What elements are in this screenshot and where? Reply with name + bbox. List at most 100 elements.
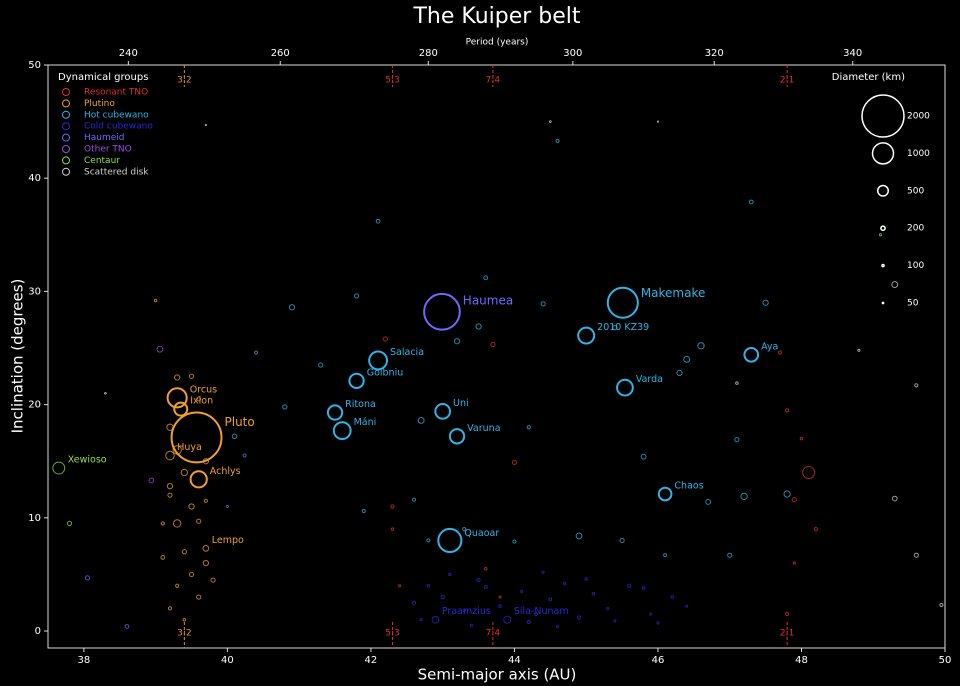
- point: [616, 378, 634, 397]
- point: [606, 606, 610, 610]
- point: [231, 433, 238, 440]
- point: [791, 497, 797, 503]
- point: [382, 336, 388, 342]
- x2-tick-label: 320: [705, 48, 724, 59]
- point: [181, 549, 187, 555]
- x2-tick-label: 340: [843, 48, 862, 59]
- point-label: Goibniu: [367, 367, 404, 378]
- point: [390, 527, 395, 531]
- point: [148, 477, 155, 484]
- chart-title: The Kuiper belt: [412, 4, 580, 29]
- x-tick-label: 38: [78, 655, 91, 666]
- size-legend-marker: [880, 225, 886, 232]
- point: [318, 362, 324, 368]
- point-label: Varda: [636, 374, 663, 385]
- point: [670, 595, 675, 599]
- point: [188, 373, 195, 379]
- point: [548, 120, 552, 123]
- point: [799, 436, 804, 441]
- point: [434, 403, 452, 420]
- point: [914, 383, 919, 388]
- point: [490, 342, 496, 348]
- point: [762, 299, 769, 306]
- point: [167, 606, 173, 611]
- resonance-label: 2:1: [780, 629, 794, 639]
- point: [210, 577, 216, 583]
- point: [735, 381, 739, 385]
- point: [540, 301, 546, 307]
- point: [189, 470, 208, 489]
- point: [417, 417, 425, 424]
- point-label: Huya: [177, 442, 202, 453]
- point: [203, 498, 208, 503]
- x2-tick-label: 280: [419, 48, 438, 59]
- point-label: Salacia: [390, 347, 424, 358]
- y-tick-label: 50: [28, 60, 41, 71]
- point: [697, 342, 705, 350]
- legend-marker: [62, 145, 70, 153]
- size-legend-label: 500: [907, 186, 924, 196]
- point: [165, 450, 175, 461]
- point: [511, 459, 518, 465]
- point: [683, 355, 691, 363]
- x2-tick-label: 260: [271, 48, 290, 59]
- point: [503, 615, 512, 624]
- size-legend-label: 2000: [907, 112, 930, 122]
- point: [913, 552, 919, 558]
- point: [541, 570, 545, 574]
- point-label: Lempo: [212, 535, 244, 546]
- point-label: Quaoar: [464, 528, 499, 539]
- point-label: Haumea: [463, 294, 513, 308]
- point: [242, 453, 247, 458]
- legend-marker: [62, 99, 70, 108]
- point: [663, 553, 668, 558]
- point: [520, 589, 524, 593]
- point-label: Ixion: [190, 396, 213, 407]
- point-label: Makemake: [641, 286, 706, 300]
- point-label: Aya: [761, 341, 778, 352]
- point: [640, 453, 647, 460]
- point: [483, 566, 488, 571]
- size-legend-marker: [877, 184, 889, 197]
- point: [641, 586, 646, 590]
- legend-label: Cold cubewano: [84, 122, 153, 132]
- size-legend-label: 1000: [907, 149, 930, 159]
- resonance-label: 5:3: [385, 76, 399, 86]
- point: [563, 581, 567, 586]
- point: [657, 486, 673, 502]
- point: [368, 350, 389, 371]
- x-tick-label: 40: [221, 655, 234, 666]
- point: [124, 624, 130, 629]
- point-label: Chaos: [674, 481, 703, 492]
- resonance-label: 2:1: [780, 76, 794, 86]
- point: [448, 572, 452, 577]
- size-legend-label: 50: [907, 299, 919, 309]
- x-axis-label: Semi-major axis (AU): [418, 666, 577, 684]
- legend-marker: [62, 156, 70, 165]
- point: [705, 499, 712, 505]
- point: [857, 348, 861, 352]
- y-tick-label: 40: [28, 173, 41, 184]
- point: [676, 369, 683, 377]
- point: [84, 575, 91, 581]
- point: [332, 421, 352, 441]
- x-tick-label: 48: [795, 655, 808, 666]
- point: [398, 584, 402, 588]
- point-label: Uni: [453, 398, 469, 409]
- point-label: Máni: [354, 417, 377, 428]
- legend-label: Hot cubewano: [84, 110, 149, 120]
- resonance-label: 7:4: [486, 629, 501, 639]
- point: [606, 286, 639, 319]
- point: [939, 602, 944, 608]
- point: [411, 600, 417, 605]
- point: [160, 521, 165, 526]
- point: [196, 396, 202, 402]
- point: [613, 619, 617, 623]
- point: [612, 325, 618, 331]
- point: [175, 583, 180, 588]
- point: [891, 495, 898, 502]
- point: [792, 561, 796, 565]
- point: [202, 458, 209, 465]
- point: [348, 372, 365, 389]
